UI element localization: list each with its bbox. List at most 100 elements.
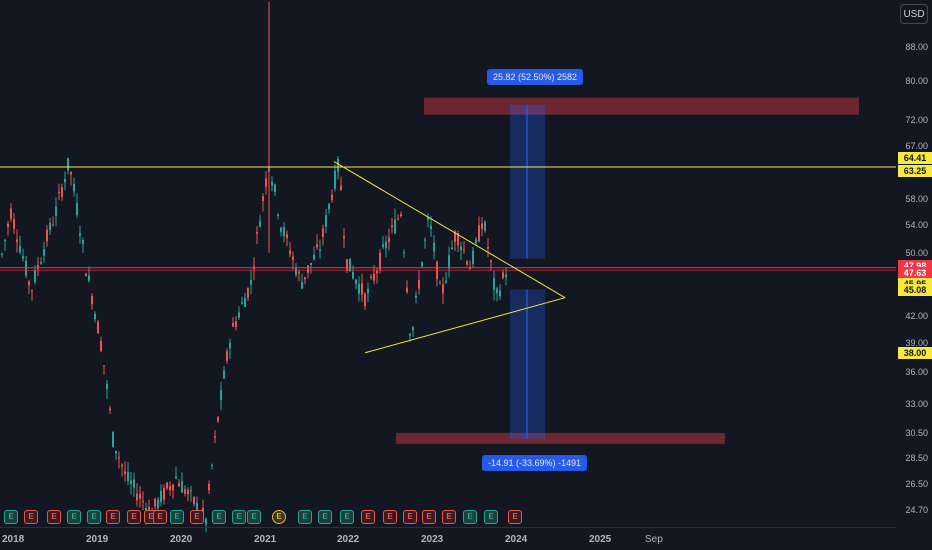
candle-body <box>403 252 405 254</box>
dividend-event-icon[interactable]: E <box>87 510 101 524</box>
candle-body <box>37 265 39 269</box>
time-tick: 2018 <box>2 534 25 545</box>
candle-body <box>382 244 384 248</box>
dividend-event-icon[interactable]: E <box>247 510 261 524</box>
candle-body <box>481 223 483 229</box>
candle-body <box>292 256 294 260</box>
candle-body <box>157 499 159 509</box>
candle-body <box>235 321 237 327</box>
candle-body <box>478 225 480 242</box>
candle-body <box>406 287 408 292</box>
dividend-event-icon[interactable]: E <box>212 510 226 524</box>
candle-body <box>472 250 474 264</box>
candle-body <box>295 267 297 275</box>
candle-body <box>205 518 207 525</box>
candle-body <box>229 342 231 349</box>
candle-body <box>388 237 390 243</box>
dividend-event-icon[interactable]: E <box>463 510 477 524</box>
earnings-event-icon[interactable]: E <box>127 510 141 524</box>
price-tick: 67.00 <box>905 141 928 151</box>
earnings-event-icon[interactable]: E <box>508 510 522 524</box>
candle-body <box>289 250 291 255</box>
candle-body <box>454 231 456 242</box>
candles <box>1 2 507 533</box>
measure-up-label: 25.82 (52.50%) 2582 <box>487 69 584 85</box>
earnings-event-icon[interactable]: E <box>24 510 38 524</box>
candle-body <box>367 288 369 294</box>
candle-body <box>427 217 429 221</box>
candle-body <box>142 501 144 503</box>
candle-body <box>232 322 234 327</box>
candle-body <box>169 485 171 491</box>
dividend-event-icon[interactable]: E <box>298 510 312 524</box>
candle-body <box>28 281 30 286</box>
price-tag: 64.41 <box>898 152 932 165</box>
candle-body <box>505 274 507 278</box>
earnings-event-icon[interactable]: E <box>422 510 436 524</box>
candle-body <box>88 275 90 281</box>
candle-body <box>139 494 141 499</box>
triangle-lower-trendline <box>364 297 566 354</box>
candle-body <box>328 204 330 210</box>
candle-body <box>208 483 210 491</box>
candle-body <box>460 246 462 251</box>
candle-body <box>265 178 267 187</box>
target-zone-lower <box>396 432 725 444</box>
candle-body <box>211 464 213 466</box>
dividend-event-icon[interactable]: E <box>484 510 498 524</box>
earnings-event-icon[interactable]: E <box>361 510 375 524</box>
candle-body <box>127 471 129 481</box>
candle-body <box>226 351 228 362</box>
candle-body <box>361 283 363 295</box>
price-tick: 39.00 <box>905 338 928 349</box>
price-tick: 50.00 <box>905 247 928 258</box>
drawing-zones[interactable] <box>396 97 859 444</box>
currency-button[interactable]: USD <box>900 4 928 24</box>
earnings-event-icon[interactable]: E <box>47 510 61 524</box>
candle-body <box>304 277 306 280</box>
candle-body <box>262 196 264 201</box>
candle-body <box>4 239 6 241</box>
dividend-event-icon[interactable]: E <box>67 510 81 524</box>
candle-body <box>97 321 99 334</box>
candle-body <box>13 219 15 229</box>
earnings-event-icon[interactable]: E <box>106 510 120 524</box>
candle-body <box>493 277 495 290</box>
price-tick: 30.50 <box>905 427 928 438</box>
candle-body <box>373 273 375 281</box>
candle-body <box>106 383 108 389</box>
candle-body <box>55 206 57 216</box>
candle-body <box>250 280 252 285</box>
price-tag: 63.25 <box>898 165 932 177</box>
dividend-event-icon[interactable]: E <box>170 510 184 524</box>
candle-body <box>58 191 60 194</box>
measure-tools[interactable] <box>510 104 545 439</box>
candle-body <box>370 276 372 279</box>
time-axis[interactable]: 2018 2019 2020 2021 2022 2023 2024 2025 Sep <box>0 527 896 550</box>
price-axis[interactable]: USD 88.0080.0072.0067.0062.0058.0054.005… <box>896 0 932 528</box>
earnings-event-icon[interactable]: E <box>403 510 417 524</box>
dividend-event-icon[interactable]: E <box>318 510 332 524</box>
candle-body <box>463 249 465 251</box>
candle-body <box>172 484 174 491</box>
candle-body <box>259 221 261 227</box>
dividend-event-icon[interactable]: E <box>4 510 18 524</box>
time-tick: Sep <box>645 534 663 545</box>
time-tick: 2024 <box>505 534 528 545</box>
candle-body <box>379 252 381 271</box>
drawing-lines[interactable] <box>0 161 896 354</box>
dividend-event-icon[interactable]: E <box>232 510 246 524</box>
earnings-event-icon[interactable]: E <box>153 510 167 524</box>
candle-body <box>79 233 81 236</box>
candle-body <box>16 239 18 242</box>
candle-body <box>430 225 432 229</box>
earnings-event-icon[interactable]: E <box>442 510 456 524</box>
earnings-event-icon[interactable]: E <box>272 510 286 524</box>
earnings-event-icon[interactable]: E <box>383 510 397 524</box>
candle-body <box>496 288 498 294</box>
candle-body <box>1 253 3 256</box>
candle-body <box>70 172 72 175</box>
dividend-event-icon[interactable]: E <box>340 510 354 524</box>
earnings-event-icon[interactable]: E <box>190 510 204 524</box>
